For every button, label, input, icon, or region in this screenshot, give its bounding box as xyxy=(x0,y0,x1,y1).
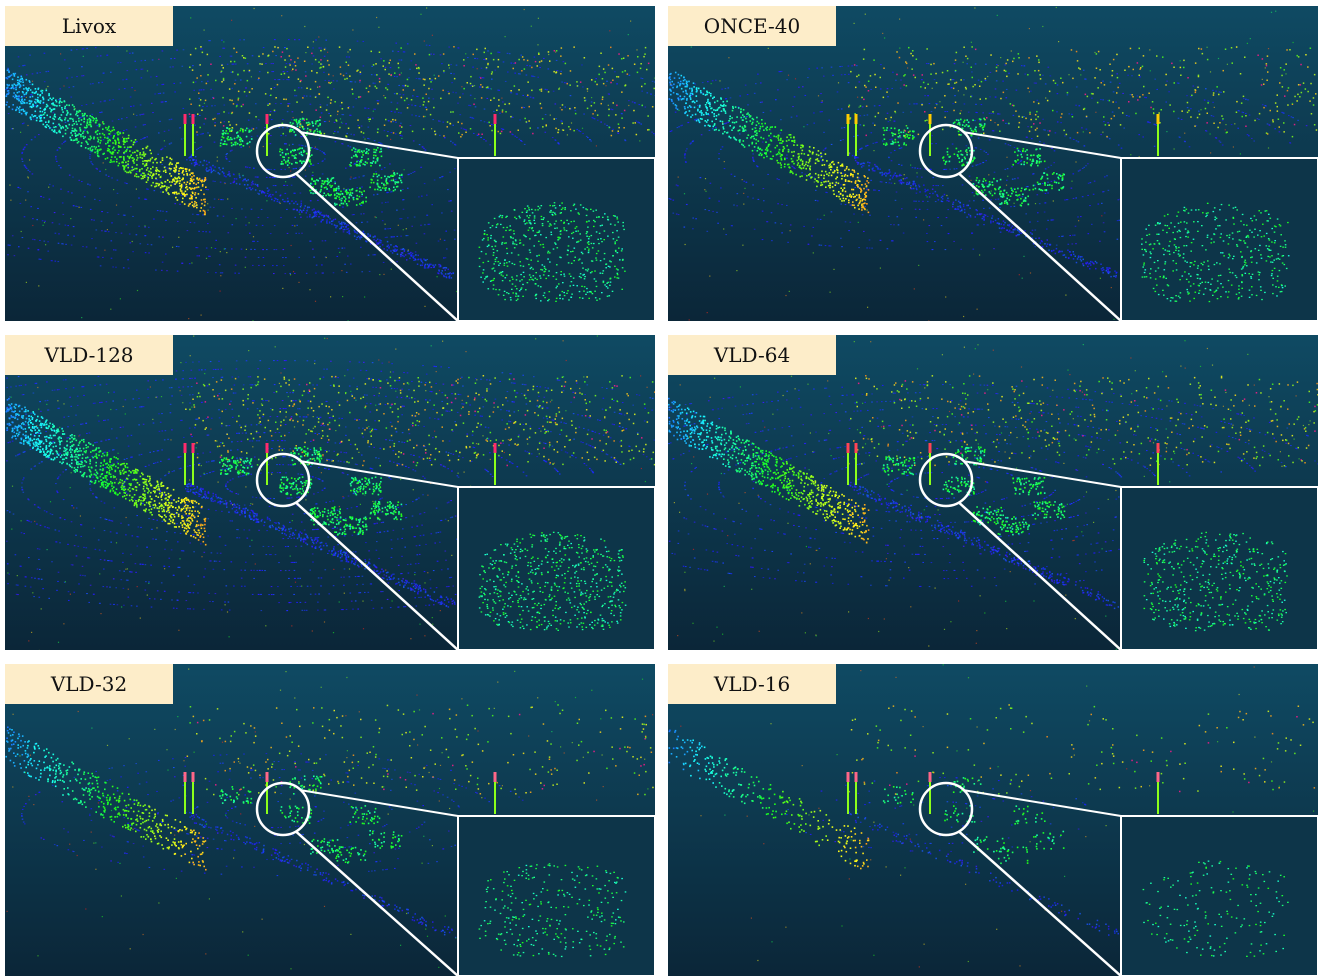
zoom-inset xyxy=(255,452,655,650)
zoom-inset xyxy=(918,123,1318,321)
panel-label: ONCE-40 xyxy=(668,6,836,46)
panel-label: VLD-64 xyxy=(668,335,836,375)
lidar-points xyxy=(668,6,1318,321)
point-cloud-view xyxy=(668,6,1318,321)
panel-label: VLD-32 xyxy=(5,664,173,704)
zoom-inset xyxy=(255,781,655,976)
lidar-points xyxy=(668,335,1318,650)
zoom-inset xyxy=(918,452,1318,650)
lidar-points xyxy=(5,668,654,976)
panel-vld-16: VLD-16 xyxy=(668,664,1318,976)
lidar-points xyxy=(668,664,1316,968)
point-cloud-view xyxy=(668,664,1318,976)
point-cloud-view xyxy=(5,664,655,976)
panel-label: Livox xyxy=(5,6,173,46)
zoom-inset xyxy=(918,781,1318,976)
panel-label: VLD-128 xyxy=(5,335,173,375)
panel-once-40: ONCE-40 xyxy=(668,6,1318,321)
panel-vld-32: VLD-32 xyxy=(5,664,655,976)
panel-vld-64: VLD-64 xyxy=(668,335,1318,650)
point-cloud-view xyxy=(5,6,655,321)
lidar-points xyxy=(5,335,655,650)
panel-livox: Livox xyxy=(5,6,655,321)
zoom-inset xyxy=(255,123,655,321)
panel-label: VLD-16 xyxy=(668,664,836,704)
lidar-points xyxy=(5,7,655,321)
panel-vld-128: VLD-128 xyxy=(5,335,655,650)
point-cloud-view xyxy=(5,335,655,650)
point-cloud-view xyxy=(668,335,1318,650)
